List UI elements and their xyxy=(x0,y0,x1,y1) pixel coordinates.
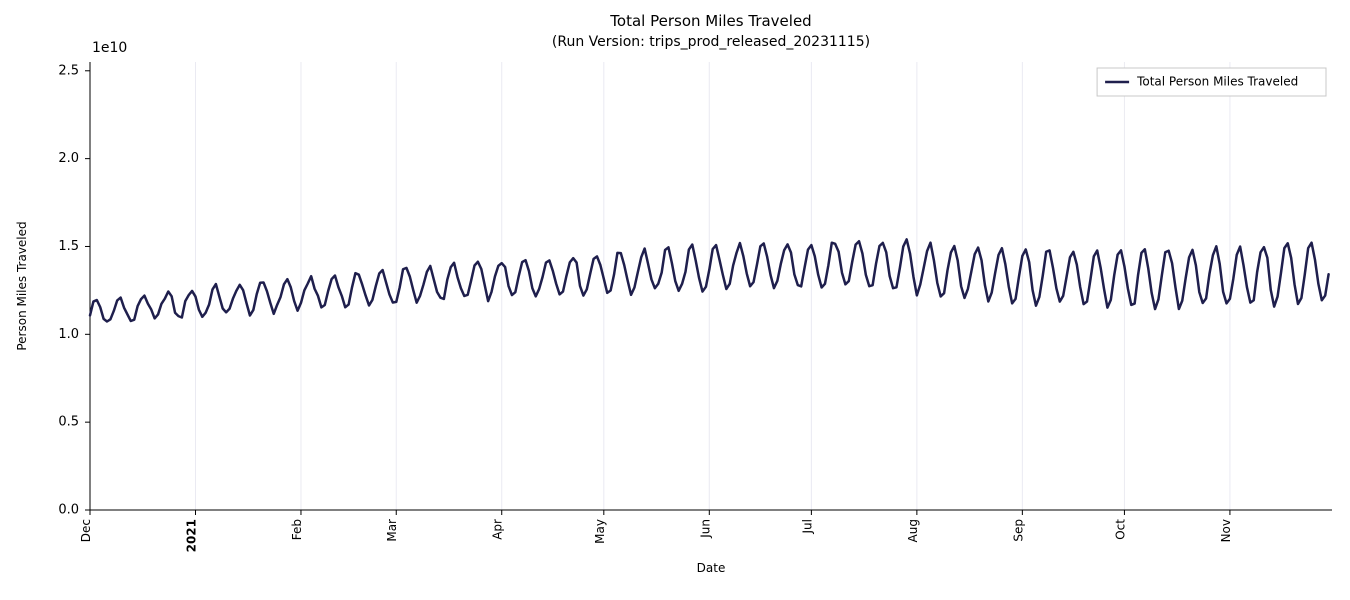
y-tick-label: 0.5 xyxy=(58,415,79,430)
chart-subtitle: (Run Version: trips_prod_released_202311… xyxy=(552,34,870,50)
y-tick-label: 2.0 xyxy=(58,151,79,166)
y-tick-label: 0.0 xyxy=(58,503,79,518)
x-tick-label: Dec xyxy=(79,519,93,542)
x-tick-label: Jun xyxy=(698,519,712,539)
y-exponent-label: 1e10 xyxy=(92,40,127,56)
x-tick-label: Jul xyxy=(800,519,814,534)
y-tick-label: 1.5 xyxy=(58,239,79,254)
x-axis-label: Date xyxy=(697,561,726,575)
chart-container: 0.0 0.5 1.0 1.5 2.0 2.5 1e10 Dec 2021 Feb Mar Apr Ma… xyxy=(0,0,1350,600)
x-tick-label: Mar xyxy=(385,519,399,542)
x-tick-label: Oct xyxy=(1113,519,1127,540)
legend-label: Total Person Miles Traveled xyxy=(1136,75,1298,89)
x-tick-label: Feb xyxy=(290,519,304,540)
y-tick-label: 2.5 xyxy=(58,63,79,78)
y-tick-label: 1.0 xyxy=(58,327,79,342)
x-tick-label: Aug xyxy=(906,519,920,542)
x-tick-label: May xyxy=(593,519,607,544)
y-axis-label: Person Miles Traveled xyxy=(15,221,29,350)
x-tick-label: Sep xyxy=(1011,519,1025,542)
x-tick-label: Apr xyxy=(491,519,505,540)
chart-title: Total Person Miles Traveled xyxy=(609,12,811,30)
x-tick-label: Nov xyxy=(1219,519,1233,542)
line-chart: 0.0 0.5 1.0 1.5 2.0 2.5 1e10 Dec 2021 Feb Mar Apr Ma… xyxy=(0,0,1350,600)
x-tick-label: 2021 xyxy=(184,519,198,552)
legend: Total Person Miles Traveled xyxy=(1097,68,1326,96)
